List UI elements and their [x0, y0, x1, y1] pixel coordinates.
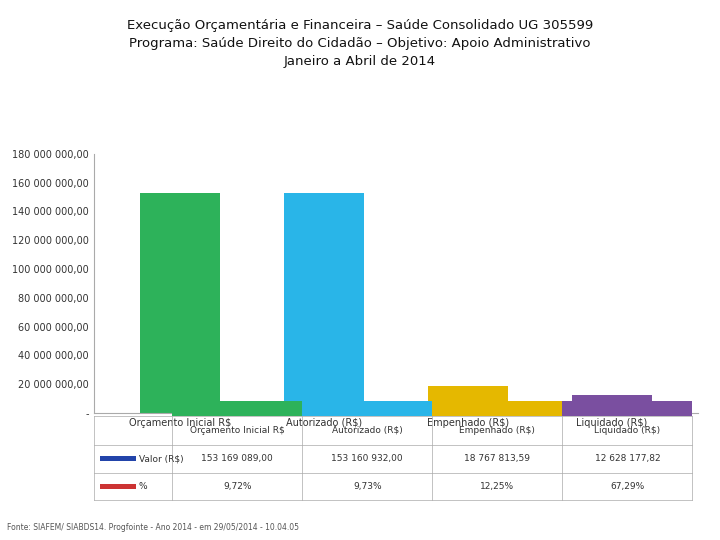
- Bar: [99, 456, 136, 461]
- Text: Liquidado (R$): Liquidado (R$): [594, 426, 660, 435]
- Bar: [428, 386, 508, 413]
- Bar: [284, 193, 364, 413]
- Bar: [172, 401, 302, 416]
- Text: Autorizado (R$): Autorizado (R$): [332, 426, 402, 435]
- Text: %: %: [139, 482, 148, 491]
- Bar: [572, 395, 652, 413]
- Bar: [99, 484, 136, 489]
- Text: 9,72%: 9,72%: [223, 482, 251, 491]
- Bar: [562, 401, 693, 416]
- Text: 18 767 813,59: 18 767 813,59: [464, 454, 531, 463]
- Text: 12,25%: 12,25%: [480, 482, 514, 491]
- Text: Orçamento Inicial R$: Orçamento Inicial R$: [190, 426, 284, 435]
- Text: Fonte: SIAFEM/ SIABDS14. Progfointe - Ano 2014 - em 29/05/2014 - 10.04.05: Fonte: SIAFEM/ SIABDS14. Progfointe - An…: [7, 523, 300, 532]
- Text: 153 160 932,00: 153 160 932,00: [331, 454, 403, 463]
- Bar: [432, 401, 562, 416]
- Text: Execução Orçamentária e Financeira – Saúde Consolidado UG 305599
Programa: Saúde: Execução Orçamentária e Financeira – Saú…: [127, 18, 593, 68]
- Text: Empenhado (R$): Empenhado (R$): [459, 426, 535, 435]
- Text: 67,29%: 67,29%: [611, 482, 644, 491]
- Text: 12 628 177,82: 12 628 177,82: [595, 454, 660, 463]
- Text: 153 169 089,00: 153 169 089,00: [202, 454, 273, 463]
- Text: 9,73%: 9,73%: [353, 482, 382, 491]
- Text: Valor (R$): Valor (R$): [139, 454, 184, 463]
- Bar: [140, 193, 220, 413]
- Bar: [302, 401, 432, 416]
